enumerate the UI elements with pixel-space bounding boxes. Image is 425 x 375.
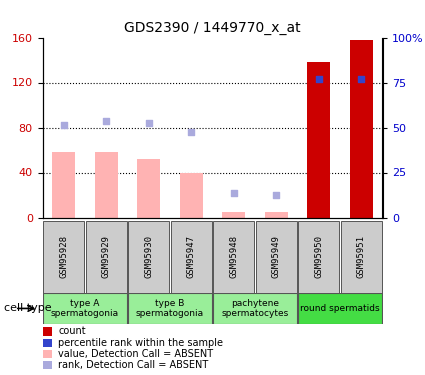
Text: percentile rank within the sample: percentile rank within the sample <box>58 338 223 348</box>
Text: round spermatids: round spermatids <box>300 304 380 313</box>
Bar <box>222 212 245 217</box>
Bar <box>137 159 160 218</box>
Point <box>103 118 110 124</box>
Bar <box>43 293 127 324</box>
Bar <box>349 40 373 218</box>
Text: GSM95930: GSM95930 <box>144 236 153 278</box>
Text: GSM95951: GSM95951 <box>357 236 366 278</box>
Bar <box>256 221 297 294</box>
Text: type A
spermatogonia: type A spermatogonia <box>51 299 119 318</box>
Bar <box>179 172 203 217</box>
Bar <box>341 221 382 294</box>
Text: GSM95948: GSM95948 <box>229 236 238 278</box>
Text: GSM95950: GSM95950 <box>314 236 323 278</box>
Point <box>315 76 322 82</box>
Text: GSM95929: GSM95929 <box>102 236 111 278</box>
Text: type B
spermatogonia: type B spermatogonia <box>136 299 204 318</box>
Text: GSM95928: GSM95928 <box>59 236 68 278</box>
Point <box>273 192 280 198</box>
Bar <box>213 221 254 294</box>
Text: cell type: cell type <box>4 303 52 313</box>
Bar <box>307 62 330 217</box>
Text: pachytene
spermatocytes: pachytene spermatocytes <box>221 299 289 318</box>
Point <box>358 76 365 82</box>
Bar <box>298 293 382 324</box>
Point <box>60 122 67 128</box>
Text: GSM95947: GSM95947 <box>187 236 196 278</box>
Point <box>145 120 152 126</box>
Bar <box>128 293 212 324</box>
Bar <box>171 221 212 294</box>
Text: value, Detection Call = ABSENT: value, Detection Call = ABSENT <box>58 349 213 359</box>
Text: count: count <box>58 327 86 336</box>
Title: GDS2390 / 1449770_x_at: GDS2390 / 1449770_x_at <box>124 21 301 35</box>
Bar <box>213 293 297 324</box>
Bar <box>264 212 288 217</box>
Bar <box>298 221 339 294</box>
Point <box>188 129 195 135</box>
Bar <box>52 152 76 217</box>
Bar <box>94 152 118 217</box>
Bar <box>128 221 169 294</box>
Text: rank, Detection Call = ABSENT: rank, Detection Call = ABSENT <box>58 360 209 370</box>
Bar <box>43 221 84 294</box>
Bar <box>86 221 127 294</box>
Point <box>230 190 237 196</box>
Text: GSM95949: GSM95949 <box>272 236 281 278</box>
